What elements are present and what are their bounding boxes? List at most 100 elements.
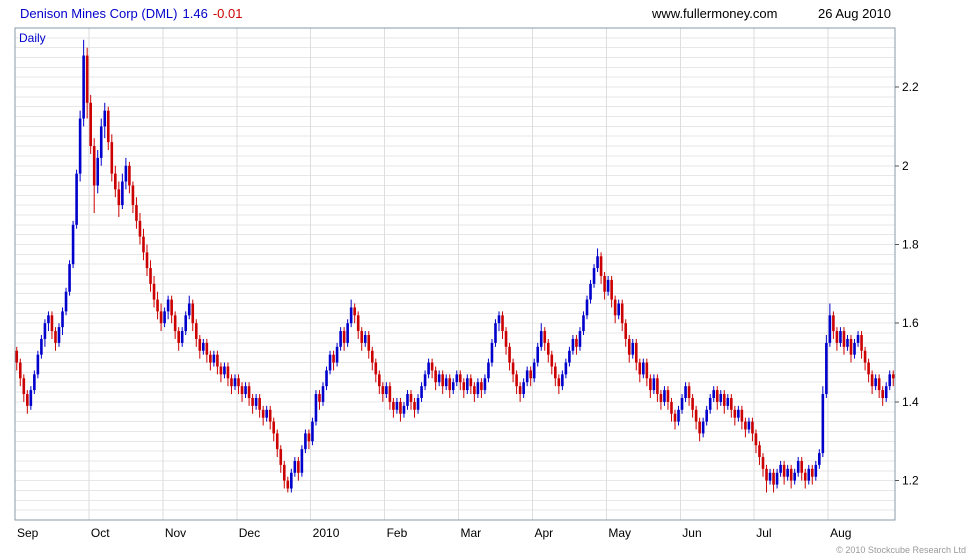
candle-down — [441, 374, 444, 387]
candle-down — [645, 362, 649, 379]
candle-up — [437, 374, 441, 383]
candle-down — [656, 378, 659, 395]
candle-down — [634, 342, 638, 363]
candle-up — [328, 354, 332, 371]
candle-down — [272, 421, 276, 434]
candle-down — [138, 220, 142, 237]
candle-down — [835, 331, 839, 343]
candle-up — [43, 323, 47, 339]
candle-down — [360, 331, 364, 343]
candle-up — [705, 409, 708, 422]
candle-up — [304, 433, 307, 450]
candle-up — [47, 315, 50, 324]
candle-up — [839, 331, 842, 343]
candle-down — [480, 382, 483, 391]
candle-down — [603, 275, 606, 292]
candle-down — [473, 386, 476, 395]
candle-up — [96, 157, 100, 186]
candle-down — [131, 185, 135, 206]
last-price: 1.46 — [182, 6, 208, 21]
y-axis: 1.2 1.4 1.6 1.8 2 2.2 — [895, 80, 919, 488]
candle-up — [321, 386, 325, 402]
candle-up — [578, 331, 582, 347]
candle-up — [36, 354, 40, 375]
candle-up — [163, 311, 166, 324]
copyright-notice: © 2010 Stockcube Research Ltd — [836, 545, 966, 555]
candle-up — [589, 283, 592, 300]
candle-down — [370, 350, 374, 363]
candle-down — [501, 315, 504, 332]
candle-down — [198, 338, 202, 351]
candle-up — [184, 315, 188, 332]
candle-up — [525, 370, 529, 383]
candle-up — [339, 331, 342, 347]
candle-up — [363, 335, 367, 343]
candle-down — [251, 397, 254, 406]
candle-down — [117, 189, 121, 206]
month-gridlines — [88, 28, 829, 520]
candle-up — [121, 181, 124, 206]
candle-up — [642, 362, 645, 375]
candle-down — [209, 354, 212, 363]
candle-down — [409, 394, 413, 402]
candle-up — [536, 346, 540, 363]
candle-down — [247, 386, 251, 398]
candle-down — [849, 338, 853, 355]
candle-down — [511, 362, 515, 375]
candle-up — [483, 378, 487, 391]
candle-up — [652, 378, 656, 391]
candle-down — [92, 146, 96, 186]
candle-up — [444, 378, 448, 387]
instrument-title: Denison Mines Corp (DML) — [20, 6, 178, 21]
candle-down — [145, 252, 149, 269]
candle-down — [367, 335, 371, 351]
candle-up — [701, 421, 705, 434]
candle-down — [687, 386, 691, 398]
candle-up — [821, 394, 825, 454]
chart-date: 26 Aug 2010 — [818, 6, 892, 21]
candle-down — [18, 362, 22, 379]
candle-up — [402, 405, 406, 414]
candle-up — [187, 303, 191, 316]
candle-down — [751, 421, 754, 434]
candle-down — [152, 283, 156, 300]
candle-down — [159, 311, 163, 324]
y-tick-label: 1.6 — [902, 316, 919, 330]
candle-up — [596, 256, 599, 269]
candle-up — [466, 378, 469, 391]
candle-up — [290, 472, 293, 489]
candle-down — [863, 350, 867, 363]
candle-up — [490, 342, 494, 363]
candle-up — [57, 327, 61, 343]
horizontal-gridlines — [15, 37, 895, 511]
candle-up — [71, 224, 75, 265]
candle-down — [722, 394, 726, 406]
candle-up — [828, 315, 832, 343]
candle-down — [177, 331, 180, 343]
candle-down — [504, 331, 508, 347]
candle-down — [332, 354, 335, 363]
candle-up — [786, 468, 789, 477]
candle-up — [884, 386, 888, 398]
candle-down — [275, 433, 279, 450]
candle-up — [846, 338, 849, 347]
candle-down — [638, 362, 642, 375]
candle-down — [374, 362, 378, 375]
candle-down — [627, 338, 631, 355]
x-axis-labels: Sep Oct Nov Dec 2010 Feb Mar Apr May Jun Jul Aug — [17, 526, 851, 540]
candle-down — [518, 386, 522, 395]
candle-up — [416, 397, 420, 410]
candle-down — [388, 386, 392, 402]
candle-up — [539, 331, 543, 347]
candle-down — [462, 382, 466, 391]
candle-down — [670, 401, 673, 414]
candle-down — [430, 362, 434, 371]
candle-down — [765, 468, 768, 481]
candle-down — [26, 394, 29, 406]
candle-down — [282, 464, 286, 481]
candle-up — [300, 449, 304, 473]
candle-down — [297, 460, 300, 473]
candle-up — [103, 110, 107, 127]
candle-down — [649, 378, 652, 391]
candle-up — [223, 366, 226, 375]
